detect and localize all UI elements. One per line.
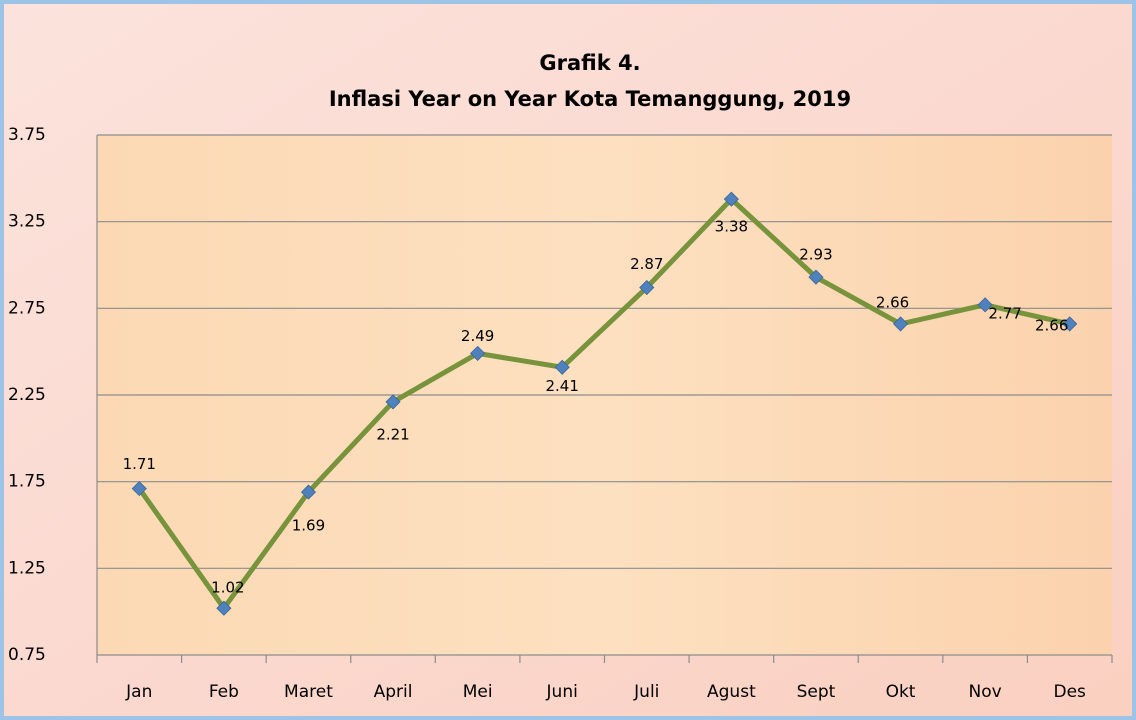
marker xyxy=(1062,316,1078,332)
data-label: 3.38 xyxy=(715,218,748,236)
x-tick-label: April xyxy=(374,682,413,702)
x-tick-label: Okt xyxy=(886,682,916,702)
y-tick-label: 2.25 xyxy=(8,385,46,405)
y-tick-label: 0.75 xyxy=(8,645,46,665)
x-tick-label: Mei xyxy=(463,682,493,702)
data-label: 2.93 xyxy=(799,246,832,264)
marker xyxy=(385,394,401,410)
data-label: 2.49 xyxy=(461,327,494,345)
marker xyxy=(300,484,317,500)
y-tick-label: 3.75 xyxy=(8,125,46,145)
data-label: 1.69 xyxy=(292,517,325,535)
chart-title: Grafik 4. xyxy=(539,51,640,75)
marker xyxy=(977,297,993,313)
marker xyxy=(131,481,147,497)
y-tick-label: 3.25 xyxy=(8,212,46,232)
x-tick-label: Sept xyxy=(797,682,836,702)
data-label: 2.21 xyxy=(376,425,409,443)
x-tick-label: Des xyxy=(1054,682,1087,702)
marker xyxy=(808,269,824,285)
series-line xyxy=(137,196,1071,611)
x-tick-label: Maret xyxy=(284,682,333,702)
x-tick-label: Nov xyxy=(969,682,1002,702)
data-label: 2.66 xyxy=(876,293,909,311)
y-tick-label: 1.25 xyxy=(8,558,46,578)
marker xyxy=(216,600,232,616)
marker xyxy=(554,359,570,375)
data-label: 2.41 xyxy=(546,377,579,395)
data-label: 2.66 xyxy=(1035,316,1068,334)
marker xyxy=(723,191,739,207)
y-tick-label: 2.75 xyxy=(8,298,46,318)
x-tick-label: Agust xyxy=(707,682,756,702)
marker xyxy=(892,316,909,332)
data-label: 2.87 xyxy=(630,255,663,273)
data-label: 1.71 xyxy=(123,455,156,473)
x-tick-label: Juli xyxy=(633,682,659,702)
x-tick-label: Feb xyxy=(209,682,239,702)
y-tick-label: 1.75 xyxy=(8,472,46,492)
chart-subtitle: Inflasi Year on Year Kota Temanggung, 20… xyxy=(329,87,851,111)
x-tick-label: Jan xyxy=(125,682,152,702)
data-label: 2.77 xyxy=(988,304,1021,322)
marker xyxy=(639,279,655,296)
marker xyxy=(470,345,486,361)
x-tick-label: Juni xyxy=(546,682,578,702)
data-label: 1.02 xyxy=(211,579,244,597)
